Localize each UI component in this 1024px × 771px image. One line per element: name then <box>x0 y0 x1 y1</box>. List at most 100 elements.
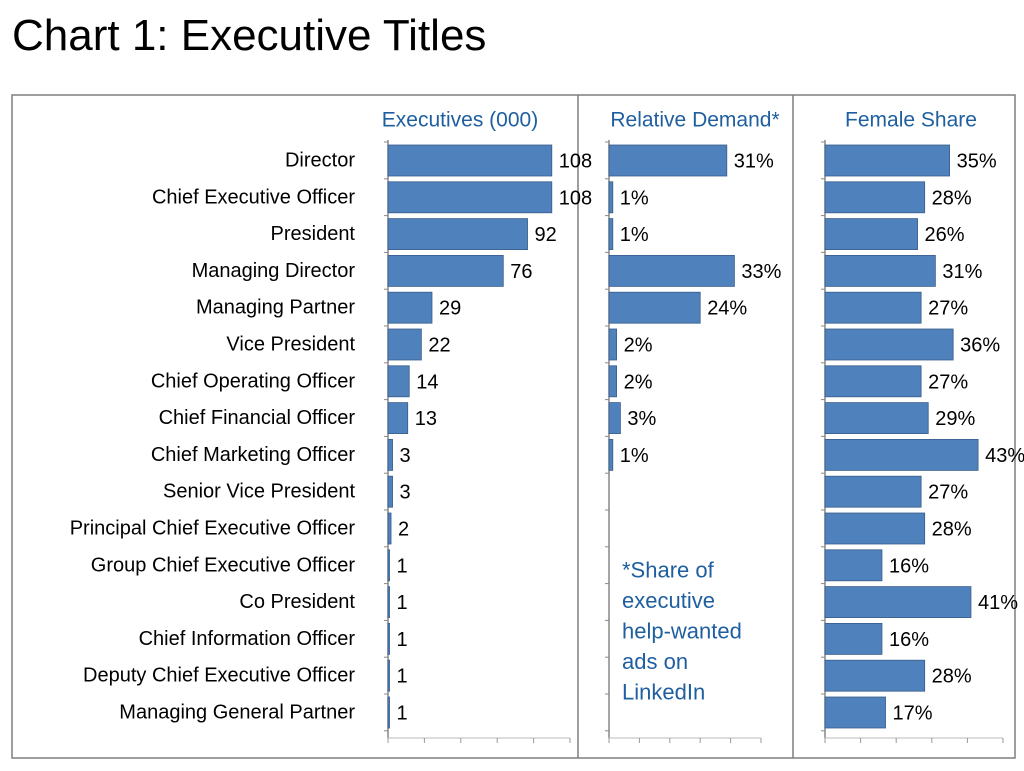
data-label: 22 <box>428 335 450 357</box>
category-label: Deputy Chief Executive Officer <box>83 665 355 687</box>
data-label: 3 <box>400 482 411 504</box>
bar <box>824 144 950 177</box>
data-label: 27% <box>928 298 968 320</box>
bar <box>387 181 553 214</box>
bar <box>387 659 390 692</box>
data-label: 1 <box>397 703 408 725</box>
data-label: 1 <box>397 555 408 577</box>
bar <box>824 218 918 251</box>
bar <box>824 549 883 582</box>
data-label: 33% <box>741 261 781 283</box>
bar <box>387 144 553 177</box>
bar <box>824 181 926 214</box>
data-label: 28% <box>932 519 972 541</box>
bar <box>387 586 390 618</box>
data-label: 1 <box>397 592 408 614</box>
bar <box>824 291 922 324</box>
bar <box>824 402 929 435</box>
data-label: 35% <box>957 151 997 173</box>
bar <box>387 623 390 655</box>
bar <box>608 365 617 398</box>
data-label: 1 <box>397 666 408 688</box>
data-label: 41% <box>978 592 1018 614</box>
bar <box>387 402 409 435</box>
category-label: Chief Executive Officer <box>152 186 355 208</box>
bar <box>824 438 979 471</box>
footnote-line: ads on <box>622 649 688 674</box>
data-label: 1% <box>620 445 649 467</box>
data-label: 76 <box>510 261 532 283</box>
data-label: 16% <box>889 629 929 651</box>
data-label: 27% <box>928 371 968 393</box>
data-label: 108 <box>559 151 592 173</box>
category-label: Managing General Partner <box>119 702 355 724</box>
category-label: Managing Director <box>192 260 356 282</box>
bar <box>824 696 886 729</box>
category-label: Senior Vice President <box>163 481 355 503</box>
panel-title: Female Share <box>845 109 977 132</box>
bar <box>608 218 614 251</box>
category-label: Group Chief Executive Officer <box>91 554 356 576</box>
data-label: 29% <box>935 408 975 430</box>
data-label: 14 <box>416 371 438 393</box>
data-label: 43% <box>985 445 1024 467</box>
bar <box>608 181 614 214</box>
bar <box>824 365 922 398</box>
category-label: Chief Marketing Officer <box>151 444 355 466</box>
bar <box>608 254 735 287</box>
bar <box>608 291 701 324</box>
data-label: 92 <box>535 224 557 246</box>
footnote-line: *Share of <box>622 558 715 583</box>
bar <box>824 512 926 545</box>
category-label: Managing Partner <box>196 297 355 319</box>
data-label: 29 <box>439 298 461 320</box>
data-label: 28% <box>932 666 972 688</box>
data-label: 108 <box>559 187 592 209</box>
page-title: Chart 1: Executive Titles <box>12 11 487 60</box>
data-label: 24% <box>707 298 747 320</box>
bar <box>387 438 393 471</box>
bar <box>387 512 392 545</box>
data-label: 26% <box>925 224 965 246</box>
bar <box>824 254 936 287</box>
bar <box>387 549 390 582</box>
category-label: Director <box>285 150 355 172</box>
data-label: 27% <box>928 482 968 504</box>
bar <box>608 328 617 361</box>
data-label: 1% <box>620 224 649 246</box>
data-label: 1 <box>397 629 408 651</box>
data-label: 2% <box>624 335 653 357</box>
data-label: 28% <box>932 187 972 209</box>
bar <box>824 328 954 361</box>
data-label: 2 <box>398 519 409 541</box>
category-label: President <box>271 223 356 245</box>
bar <box>824 659 926 692</box>
bar <box>387 218 528 251</box>
data-label: 31% <box>942 261 982 283</box>
data-label: 2% <box>624 371 653 393</box>
panel-title: Executives (000) <box>382 109 538 132</box>
category-label: Chief Operating Officer <box>151 370 356 392</box>
data-label: 13 <box>415 408 437 430</box>
bar <box>387 475 393 508</box>
data-label: 3% <box>627 408 656 430</box>
bar <box>387 291 433 324</box>
bar <box>387 696 390 729</box>
chart-frame <box>11 94 1016 759</box>
footnote-line: help-wanted <box>622 619 742 644</box>
bar <box>608 144 728 177</box>
footnote-line: executive <box>622 588 715 613</box>
bar <box>387 328 422 361</box>
data-label: 31% <box>734 151 774 173</box>
bar <box>824 623 883 655</box>
bar <box>608 402 621 435</box>
data-label: 1% <box>620 187 649 209</box>
bar <box>824 586 972 618</box>
data-label: 3 <box>400 445 411 467</box>
category-label: Co President <box>239 591 355 613</box>
footnote-line: LinkedIn <box>622 680 705 705</box>
category-label: Principal Chief Executive Officer <box>70 518 356 540</box>
category-label: Vice President <box>226 334 355 356</box>
bar <box>608 438 614 471</box>
